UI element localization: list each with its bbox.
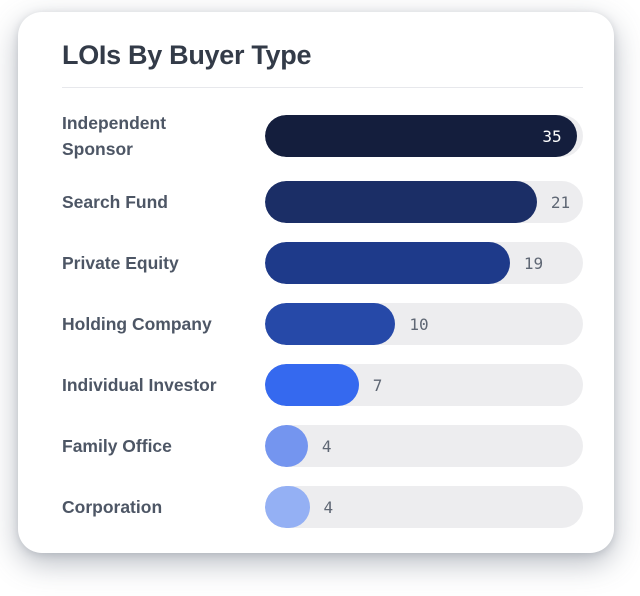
category-label: Corporation	[62, 497, 163, 517]
bar-track: 19	[265, 242, 583, 284]
category-label: Independent Sponsor	[62, 113, 167, 159]
bar: 35	[265, 115, 577, 157]
bar	[265, 364, 359, 406]
category-label: Search Fund	[62, 192, 168, 212]
bar-track: 35	[265, 115, 583, 157]
chart-row: Family Office 4	[62, 425, 583, 467]
bar-value: 7	[372, 375, 383, 395]
category-label: Individual Investor	[62, 375, 217, 395]
bar-track: 4	[265, 486, 583, 528]
chart-row: Holding Company 10	[62, 303, 583, 345]
bar	[265, 242, 510, 284]
bar-value: 4	[323, 497, 334, 517]
title-divider	[62, 87, 583, 88]
bar-track: 7	[265, 364, 583, 406]
chart-rows: Independent Sponsor 35 Search Fund 21 Privat…	[62, 110, 583, 528]
bar-track: 10	[265, 303, 583, 345]
bar	[265, 486, 310, 528]
chart-row: Individual Investor 7	[62, 364, 583, 406]
category-label: Private Equity	[62, 253, 179, 273]
chart-row: Corporation 4	[62, 486, 583, 528]
chart-title: LOIs By Buyer Type	[62, 40, 312, 70]
bar-track: 4	[265, 425, 583, 467]
bar-track: 21	[265, 181, 583, 223]
bar-value: 21	[550, 192, 571, 212]
bar	[265, 181, 537, 223]
chart-row: Search Fund 21	[62, 181, 583, 223]
category-label: Family Office	[62, 436, 172, 456]
chart-row: Private Equity 19	[62, 242, 583, 284]
category-label: Holding Company	[62, 314, 212, 334]
bar-value: 4	[321, 436, 332, 456]
chart-row: Independent Sponsor 35	[62, 110, 583, 162]
bar	[265, 425, 308, 467]
bar-value: 10	[409, 314, 429, 334]
bar-value: 35	[542, 126, 562, 146]
chart-card: LOIs By Buyer Type Independent Sponsor 35…	[18, 12, 614, 553]
bar-value: 19	[523, 253, 544, 273]
bar	[265, 303, 396, 345]
